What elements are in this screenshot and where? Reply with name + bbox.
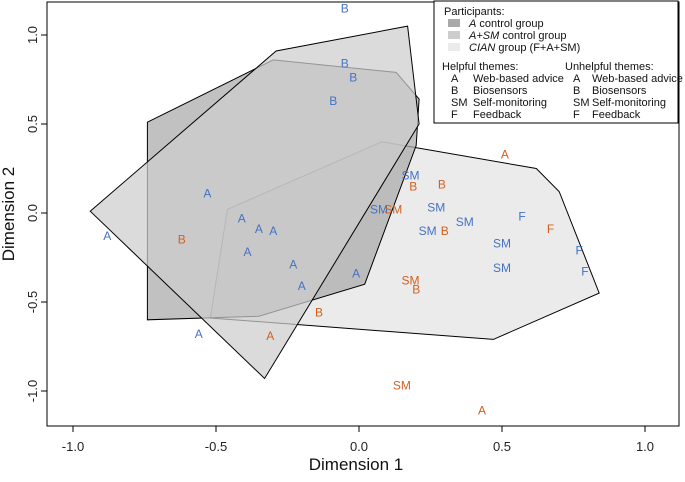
point-helpful-self-monitoring-3: SM bbox=[427, 201, 445, 215]
point-unhelpful-biosensors-1: B bbox=[178, 233, 186, 247]
legend-unhelpful-f-label: Feedback bbox=[592, 109, 641, 121]
legend-box bbox=[433, 0, 679, 124]
point-helpful-web-based-advice-4: A bbox=[255, 222, 263, 236]
polygon-a-sm-control-group bbox=[89, 25, 420, 380]
point-unhelpful-web-based-advice-2: A bbox=[266, 329, 274, 343]
point-helpful-feedback-3: F bbox=[581, 265, 588, 279]
point-helpful-biosensors-2: B bbox=[341, 57, 349, 71]
x-tick-label: 0.0 bbox=[350, 439, 368, 454]
point-unhelpful-feedback-1: F bbox=[547, 222, 554, 236]
legend-swatch-a bbox=[448, 19, 460, 27]
point-helpful-web-based-advice-8: A bbox=[298, 279, 306, 293]
point-unhelpful-biosensors-2: B bbox=[409, 179, 417, 193]
x-tick-label: 1.0 bbox=[636, 439, 654, 454]
legend-group-cian: CIAN group (F+A+SM) bbox=[448, 42, 580, 54]
group-polygons bbox=[89, 25, 600, 380]
y-tick-label: 1.0 bbox=[25, 26, 40, 44]
y-tick-label: 0.5 bbox=[25, 115, 40, 133]
point-unhelpful-self-monitoring-2: SM bbox=[402, 274, 420, 288]
point-helpful-biosensors-4: B bbox=[329, 94, 337, 108]
legend-helpful-b: B Biosensors bbox=[451, 85, 528, 97]
point-helpful-web-based-advice-1: A bbox=[103, 229, 111, 243]
legend-swatch-asm bbox=[448, 31, 460, 39]
legend-helpful-f: F Feedback bbox=[451, 109, 522, 121]
legend-helpful-sm-code: SM bbox=[451, 97, 468, 109]
legend-group-a: A control group bbox=[448, 18, 544, 30]
x-tick-label: -1.0 bbox=[62, 439, 84, 454]
point-helpful-biosensors-1: B bbox=[341, 1, 349, 15]
point-helpful-web-based-advice-3: A bbox=[238, 211, 246, 225]
point-unhelpful-biosensors-4: B bbox=[441, 224, 449, 238]
legend-helpful-a-code: A bbox=[451, 73, 459, 85]
point-helpful-web-based-advice-6: A bbox=[243, 245, 251, 259]
point-unhelpful-biosensors-6: B bbox=[315, 306, 323, 320]
legend-helpful-a-label: Web-based advice bbox=[473, 73, 564, 85]
legend-unhelpful-b-code: B bbox=[573, 85, 580, 97]
x-tick-label: -0.5 bbox=[205, 439, 227, 454]
point-unhelpful-biosensors-3: B bbox=[438, 178, 446, 192]
legend-unhelpful-b: B Biosensors bbox=[573, 85, 647, 97]
legend-unhelpful-sm-code: SM bbox=[573, 97, 590, 109]
point-unhelpful-self-monitoring-3: SM bbox=[393, 379, 411, 393]
legend-unhelpful-b-label: Biosensors bbox=[592, 85, 647, 97]
legend-unhelpful-sm-label: Self-monitoring bbox=[592, 97, 666, 109]
point-helpful-web-based-advice-2: A bbox=[203, 186, 211, 200]
point-helpful-feedback-1: F bbox=[518, 210, 525, 224]
legend-helpful-title: Helpful themes: bbox=[442, 61, 518, 73]
point-helpful-self-monitoring-5: SM bbox=[419, 224, 437, 238]
point-unhelpful-biosensors-5: B bbox=[412, 283, 420, 297]
legend-swatch-cian bbox=[448, 43, 460, 51]
legend-group-asm-label: A+SM control group bbox=[468, 30, 567, 42]
point-helpful-self-monitoring-2: SM bbox=[370, 202, 388, 216]
x-tick-label: 0.5 bbox=[493, 439, 511, 454]
legend-unhelpful-a: A Web-based advice bbox=[573, 73, 683, 85]
point-helpful-feedback-2: F bbox=[576, 243, 583, 257]
legend-helpful-sm: SM Self-monitoring bbox=[451, 97, 547, 109]
y-axis-title: Dimension 2 bbox=[0, 167, 18, 262]
legend-unhelpful-a-code: A bbox=[573, 73, 581, 85]
legend-unhelpful-f-code: F bbox=[573, 109, 580, 121]
legend-helpful-f-code: F bbox=[451, 109, 458, 121]
legend-group-cian-label: CIAN group (F+A+SM) bbox=[469, 42, 580, 54]
point-helpful-self-monitoring-7: SM bbox=[493, 261, 511, 275]
point-unhelpful-web-based-advice-1: A bbox=[501, 147, 509, 161]
legend-group-a-label: A control group bbox=[468, 18, 544, 30]
legend-helpful-a: A Web-based advice bbox=[451, 73, 564, 85]
legend-participants-title: Participants: bbox=[444, 6, 505, 18]
x-axis-title: Dimension 1 bbox=[309, 455, 404, 474]
legend-helpful-b-label: Biosensors bbox=[473, 85, 528, 97]
point-helpful-web-based-advice-9: A bbox=[352, 267, 360, 281]
y-tick-label: 0.0 bbox=[25, 204, 40, 222]
point-helpful-web-based-advice-5: A bbox=[269, 224, 277, 238]
point-unhelpful-self-monitoring-1: SM bbox=[384, 202, 402, 216]
point-helpful-self-monitoring-6: SM bbox=[493, 236, 511, 250]
y-tick-label: -0.5 bbox=[25, 291, 40, 313]
legend-unhelpful-title: Unhelpful themes: bbox=[565, 61, 654, 73]
legend: Participants: A control group A+SM contr… bbox=[433, 0, 683, 124]
point-helpful-web-based-advice-7: A bbox=[289, 258, 297, 272]
legend-group-asm: A+SM control group bbox=[448, 30, 567, 42]
legend-helpful-sm-label: Self-monitoring bbox=[473, 97, 547, 109]
point-helpful-web-based-advice-10: A bbox=[195, 327, 203, 341]
y-tick-label: -1.0 bbox=[25, 380, 40, 402]
point-helpful-biosensors-3: B bbox=[349, 71, 357, 85]
x-axis: -1.0 -0.5 0.0 0.5 1.0 bbox=[62, 425, 654, 454]
legend-helpful-f-label: Feedback bbox=[473, 109, 522, 121]
y-axis: -1.0 -0.5 0.0 0.5 1.0 bbox=[25, 26, 48, 402]
point-unhelpful-web-based-advice-3: A bbox=[478, 404, 486, 418]
legend-helpful-b-code: B bbox=[451, 85, 458, 97]
point-helpful-self-monitoring-1: SM bbox=[402, 169, 420, 183]
legend-unhelpful-a-label: Web-based advice bbox=[592, 73, 683, 85]
legend-unhelpful-sm: SM Self-monitoring bbox=[573, 97, 666, 109]
point-helpful-self-monitoring-4: SM bbox=[456, 215, 474, 229]
legend-unhelpful-f: F Feedback bbox=[573, 109, 641, 121]
